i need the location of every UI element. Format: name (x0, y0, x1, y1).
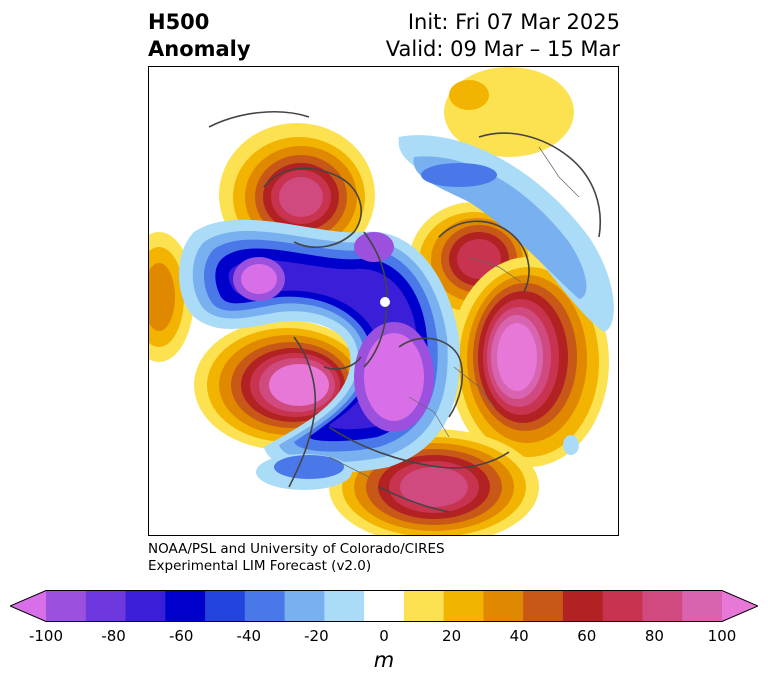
colorbar-bin (602, 590, 643, 622)
anomaly-positive-west (194, 320, 374, 450)
colorbar-bin (642, 590, 683, 622)
borders (328, 146, 580, 478)
colorbar-extend-high (722, 590, 758, 622)
colorbar-extend-low (10, 590, 46, 622)
colorbar-bin (205, 590, 246, 622)
colorbar-bin (284, 590, 325, 622)
map-title: H500 Anomaly (148, 9, 251, 63)
title-line-1: H500 (148, 10, 210, 34)
colorbar-bin (165, 590, 206, 622)
colorbar-tick-label: 60 (577, 627, 597, 645)
colorbar-unit: m (373, 648, 395, 672)
credit-line-2: Experimental LIM Forecast (v2.0) (148, 558, 372, 574)
colorbar-tick-label: 40 (509, 627, 529, 645)
colorbar-bin (562, 590, 604, 622)
anomaly-positive-top-right (444, 67, 574, 157)
north-pole-marker (380, 297, 390, 307)
colorbar-bin (483, 590, 524, 622)
colorbar-tick-label: 80 (644, 627, 664, 645)
valid-range: Valid: 09 Mar – 15 Mar (385, 37, 620, 61)
small-blue-patch (563, 435, 579, 455)
anomaly-positive-left-edge (149, 232, 194, 362)
anomaly-positive-russia (449, 257, 609, 467)
colorbar-tick-label: -80 (101, 627, 126, 645)
colorbar-ticks: -100 -80 -60 -40 -20 0 20 40 60 80 100 (0, 627, 768, 647)
title-line-2: Anomaly (148, 37, 251, 61)
colorbar-tick-label: -60 (168, 627, 194, 645)
colorbar-tick-label: 0 (379, 627, 389, 645)
anomaly-negative-southwest (256, 454, 352, 490)
anomaly-map-svg (149, 67, 614, 535)
credit-line-1: NOAA/PSL and University of Colorado/CIRE… (148, 541, 445, 557)
colorbar-bin (244, 590, 286, 622)
init-date: Init: Fri 07 Mar 2025 (407, 10, 620, 34)
colorbar-bin (403, 590, 445, 622)
anomaly-map (148, 66, 619, 536)
colorbar-tick-label: -40 (236, 627, 262, 645)
colorbar-bin (324, 590, 365, 622)
coastlines (208, 111, 601, 513)
colorbar (10, 590, 758, 622)
colorbar-tick-label: 100 (707, 627, 737, 645)
colorbar-outline (10, 590, 758, 622)
colorbar-bin (85, 590, 127, 622)
credit-text: NOAA/PSL and University of Colorado/CIRE… (148, 541, 445, 575)
anomaly-negative-ring (179, 219, 460, 473)
colorbar-bin (125, 590, 166, 622)
colorbar-bin (364, 590, 405, 622)
forecast-dates: Init: Fri 07 Mar 2025 Valid: 09 Mar – 15… (386, 9, 620, 63)
anomaly-negative-northeast (398, 135, 614, 332)
colorbar-tick-label: 20 (442, 627, 462, 645)
colorbar-bin (523, 590, 564, 622)
colorbar-bin (46, 590, 87, 622)
colorbar-tick-label: -20 (304, 627, 329, 645)
colorbar-tick-label: -100 (28, 627, 64, 645)
colorbar-bin (443, 590, 484, 622)
colorbar-bin (682, 590, 723, 622)
